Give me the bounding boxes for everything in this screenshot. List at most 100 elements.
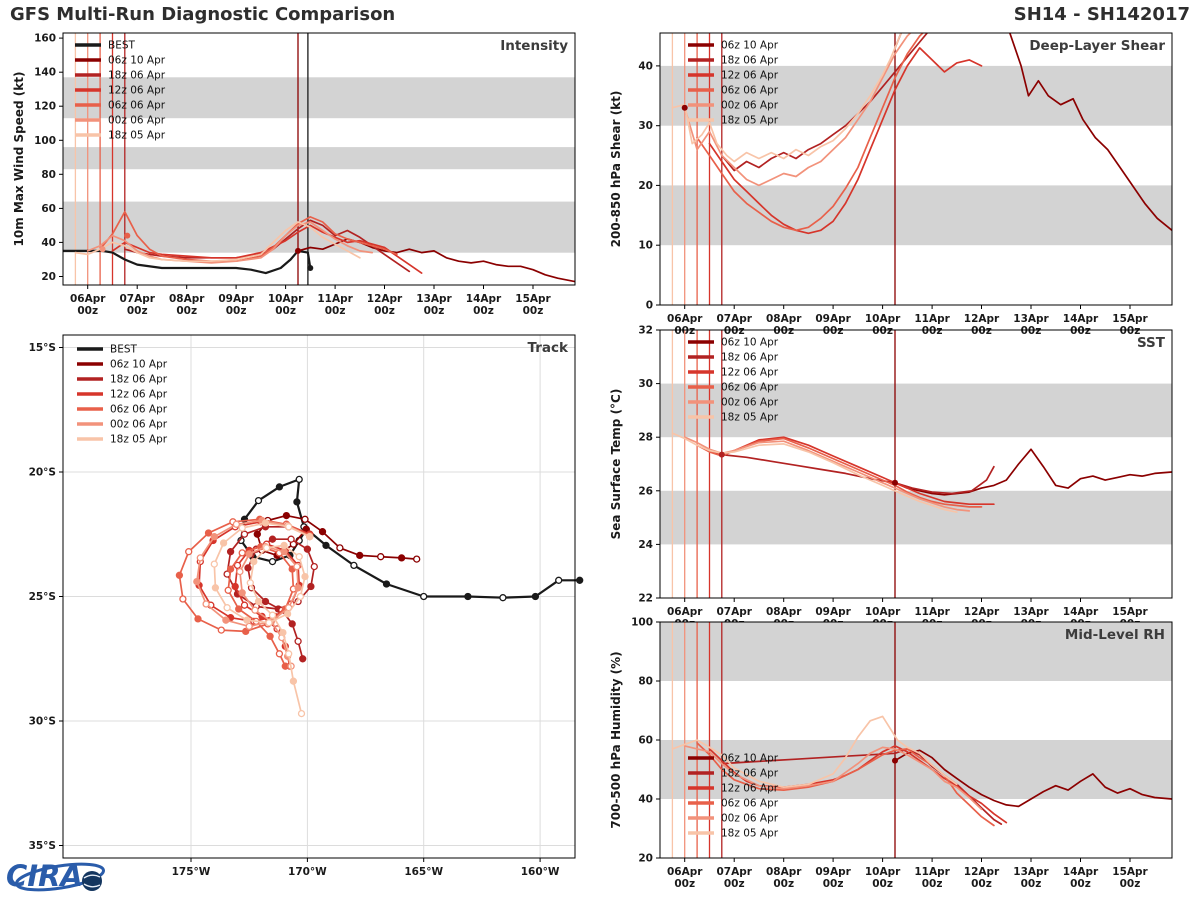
logo-swoosh-icon: [15, 862, 105, 892]
x-tick-hour: 00z: [922, 878, 943, 890]
panel-border: [659, 32, 1173, 306]
series-18z 05 Apr: [671, 715, 958, 789]
x-tick-day: 15Apr: [1112, 866, 1148, 878]
category-band: [660, 185, 1172, 246]
lat-tick-label: 25°S: [29, 591, 56, 603]
x-tick-hour: 00z: [176, 305, 197, 317]
y-tick-label: 100: [34, 135, 56, 147]
track-point-open: [238, 549, 246, 557]
track-point-filled: [464, 592, 472, 601]
track-point-filled: [243, 616, 251, 624]
track-point-filled: [293, 498, 301, 506]
x-tick-hour: 00z: [971, 325, 992, 337]
legend-label: 06z 06 Apr: [110, 404, 168, 416]
legend-label: 12z 06 Apr: [721, 367, 779, 379]
track-point-filled: [289, 677, 298, 685]
track-point-filled: [307, 582, 315, 591]
figure-title: GFS Multi-Run Diagnostic Comparison: [10, 4, 396, 25]
track-point-filled: [288, 620, 296, 628]
y-tick-label: 30: [638, 378, 653, 390]
track-point-open: [377, 553, 385, 561]
intensity-series-group: [63, 210, 575, 283]
track-point-filled: [244, 564, 252, 572]
series-06z 10 Apr: [894, 749, 1172, 808]
x-tick-hour: 00z: [922, 325, 943, 337]
track-point-open: [275, 650, 284, 658]
track-point-filled: [211, 584, 220, 592]
series-18z 05 Apr: [671, 432, 958, 514]
y-tick-label: 28: [638, 432, 653, 444]
legend-label: 12z 06 Apr: [108, 85, 166, 97]
legend-label: 18z 06 Apr: [721, 768, 779, 780]
x-tick-hour: 00z: [226, 305, 247, 317]
track-point-filled: [299, 655, 307, 663]
x-tick-day: 14Apr: [1063, 606, 1099, 618]
track-point-filled: [303, 545, 312, 553]
marker-dot: [892, 479, 898, 486]
track-point-filled: [261, 519, 270, 527]
x-tick-hour: 00z: [823, 878, 844, 890]
track-point-open: [238, 524, 246, 532]
panel-title-rh: Mid-Level RH: [1065, 627, 1165, 643]
track-point-filled: [175, 571, 184, 579]
x-tick-day: 07Apr: [119, 293, 155, 305]
series-06z 06 Apr: [99, 210, 398, 263]
y-tick-label: 22: [638, 593, 653, 605]
sst-panel: 22 24 26 28 30 32 06Apr 00z 07Apr 00z 08Apr 00z 09Ap…: [609, 325, 1173, 630]
track-point-open: [217, 626, 225, 634]
legend-label: 06z 06 Apr: [721, 798, 779, 810]
track-point-filled: [219, 539, 228, 547]
track-point-filled: [282, 511, 291, 520]
x-tick-hour: 00z: [872, 325, 893, 337]
series-12z 06 Apr: [708, 47, 983, 235]
x-tick-day: 08Apr: [766, 313, 802, 325]
series-12z 06 Apr: [708, 436, 995, 506]
x-tick-day: 13Apr: [1013, 866, 1049, 878]
series-00z 06 Apr: [86, 221, 374, 264]
x-tick-day: 11Apr: [914, 606, 950, 618]
track-point-open: [294, 637, 302, 645]
legend-label: BEST: [110, 344, 138, 356]
marker-dot: [99, 246, 106, 253]
legend-label: 18z 06 Apr: [721, 55, 779, 67]
x-tick-day: 14Apr: [1063, 866, 1099, 878]
track-point-filled: [266, 632, 274, 640]
x-tick-hour: 00z: [1021, 878, 1042, 890]
legend-label: 18z 05 Apr: [110, 434, 168, 446]
lon-tick-label: 175°W: [172, 866, 211, 878]
track-point-open: [293, 562, 301, 571]
track-point-filled: [322, 541, 330, 550]
legend-label: 18z 06 Apr: [108, 70, 166, 82]
y-tick-label: 160: [34, 33, 56, 45]
logo-globe-lines: [83, 874, 101, 888]
x-tick-day: 13Apr: [1013, 606, 1049, 618]
series-BEST: [63, 249, 312, 275]
y-tick-label: 40: [638, 794, 653, 806]
track-point-filled: [382, 580, 391, 588]
track-point-filled: [306, 533, 314, 541]
series-18z 06 Apr: [720, 33, 929, 172]
track-point-open: [285, 650, 293, 658]
legend-label: 12z 06 Apr: [110, 389, 168, 401]
x-tick-day: 12Apr: [367, 293, 403, 305]
x-tick-day: 15Apr: [1112, 313, 1148, 325]
y-axis-label: 200-850 hPa Shear (kt): [609, 91, 623, 248]
shear-series-group: [671, 33, 1172, 235]
y-tick-label: 60: [638, 735, 653, 747]
sst-series-group: [671, 432, 1172, 514]
y-tick-label: 26: [638, 485, 653, 497]
x-tick-hour: 00z: [674, 878, 695, 890]
legend-label: 12z 06 Apr: [721, 70, 779, 82]
x-tick-day: 06Apr: [667, 606, 703, 618]
track-point-open: [336, 544, 344, 552]
marker-dot: [718, 451, 725, 458]
x-tick-day: 09Apr: [815, 866, 851, 878]
track-point-filled: [281, 662, 289, 670]
intensity-legend: BEST 06z 10 Apr 18z 06 Apr 12z 06 Apr 06z 06…: [75, 40, 166, 142]
y-axis-label: 10m Max Wind Speed (kt): [12, 72, 26, 247]
x-tick-day: 10Apr: [268, 293, 304, 305]
x-tick-day: 06Apr: [667, 313, 703, 325]
legend-label: 00z 06 Apr: [721, 397, 779, 409]
category-band: [63, 147, 575, 170]
y-tick-label: 40: [638, 60, 653, 72]
